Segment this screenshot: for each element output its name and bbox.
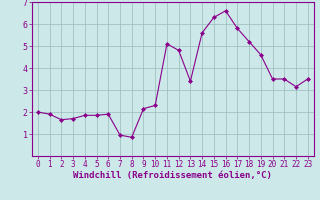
X-axis label: Windchill (Refroidissement éolien,°C): Windchill (Refroidissement éolien,°C) [73, 171, 272, 180]
